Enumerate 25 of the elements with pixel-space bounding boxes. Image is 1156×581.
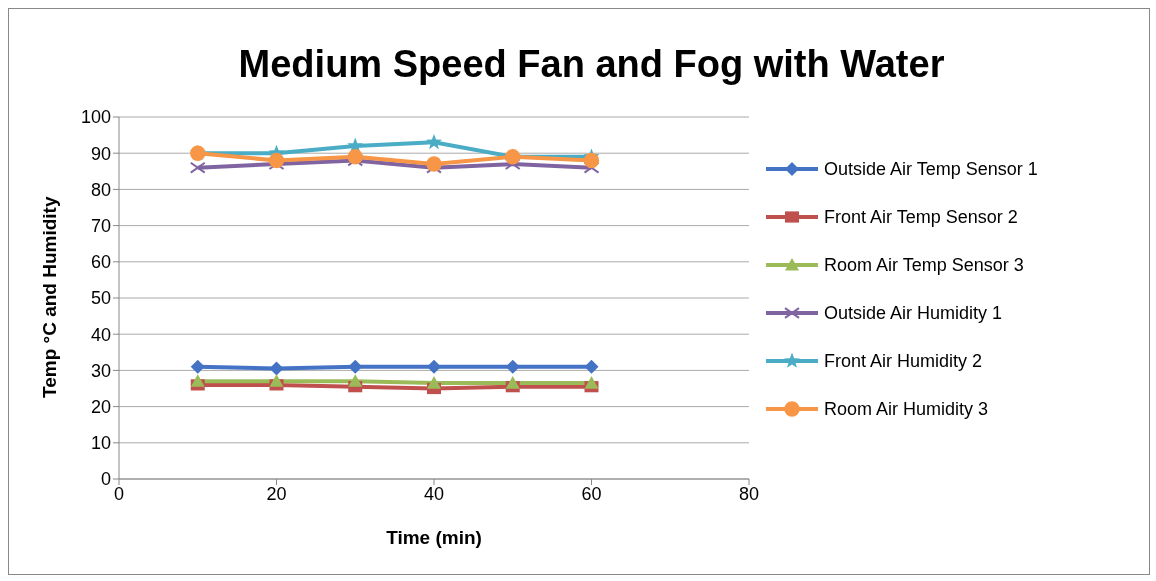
x-tick-label: 20 <box>266 483 287 504</box>
y-tick-label: 40 <box>90 324 111 345</box>
y-tick-label: 100 <box>80 107 111 128</box>
x-tick-label: 40 <box>423 483 445 504</box>
y-tick-label: 50 <box>90 288 111 309</box>
legend-label: Room Air Temp Sensor 3 <box>824 254 1024 276</box>
y-tick-label: 70 <box>90 215 111 236</box>
x-tick-label: 60 <box>581 483 602 504</box>
legend-label: Outside Air Temp Sensor 1 <box>824 158 1038 180</box>
y-tick-label: 90 <box>90 143 111 164</box>
y-tick-label: 60 <box>90 252 111 273</box>
legend-label: Room Air Humidity 3 <box>824 398 989 420</box>
legend-label: Front Air Temp Sensor 2 <box>824 206 1018 228</box>
legend-label: Front Air Humidity 2 <box>824 350 983 372</box>
x-axis-title: Time (min) <box>386 527 482 548</box>
x-tick-label: 80 <box>738 483 760 504</box>
y-tick-label: 20 <box>90 396 111 417</box>
legend-label: Outside Air Humidity 1 <box>824 302 1003 324</box>
y-axis-title: Temp °C and Humidity <box>38 196 60 398</box>
chart-title: Medium Speed Fan and Fog with Water <box>237 43 946 86</box>
y-tick-label: 30 <box>90 360 111 381</box>
y-tick-label: 0 <box>100 469 111 490</box>
y-tick-label: 80 <box>90 179 111 200</box>
y-tick-label: 10 <box>90 433 111 454</box>
x-tick-label: 0 <box>113 483 125 504</box>
